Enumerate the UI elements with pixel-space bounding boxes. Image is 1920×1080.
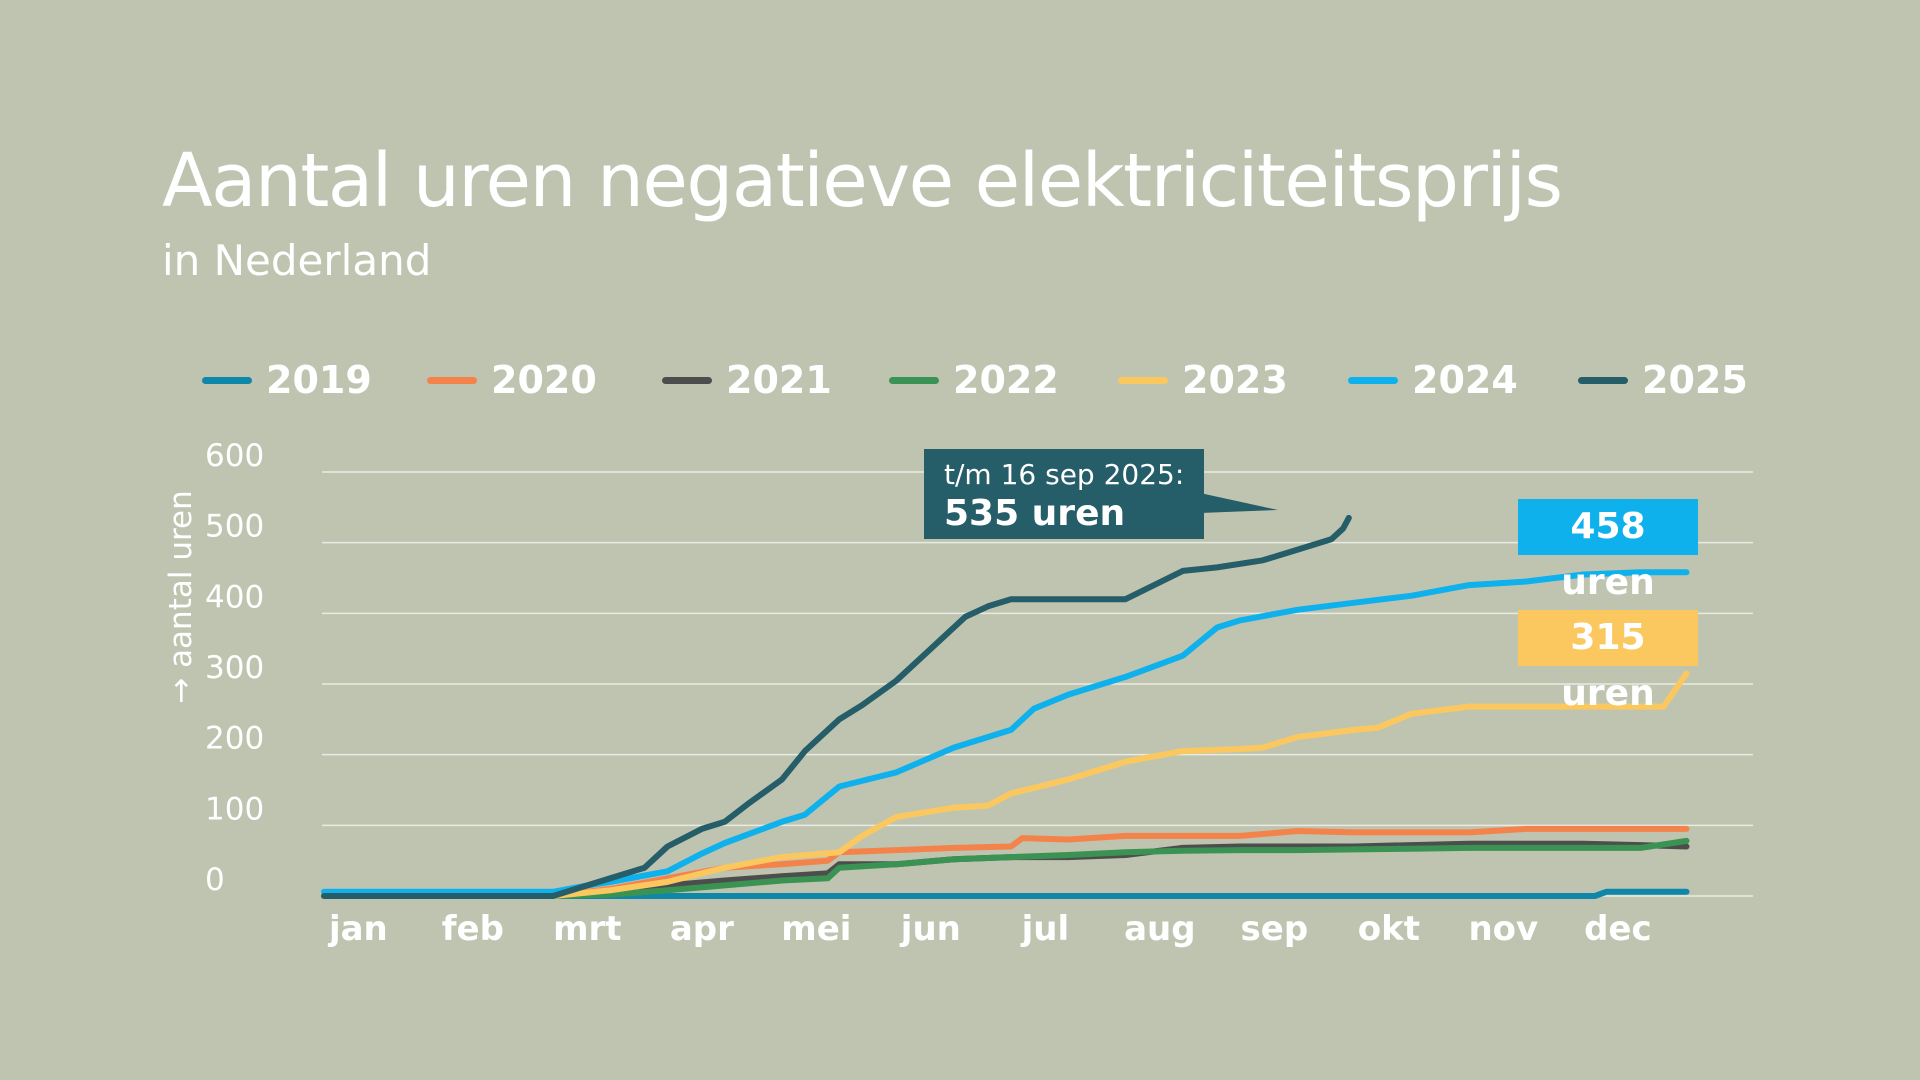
series-line-2025 [321,514,1352,899]
callout-2025-date: t/m 16 sep 2025: [944,458,1185,491]
series-line-2020 [321,825,1690,899]
legend-label-2020: 2020 [491,358,597,402]
legend-item-2025: 2025 [1578,352,1748,408]
legend-swatch-2023 [1118,376,1168,384]
callout-pointer [1200,493,1278,513]
y-tick-label: 300 [205,650,264,686]
x-tick-label-okt: okt [1358,909,1420,949]
legend-swatch-2021 [662,376,712,384]
chart-title: Aantal uren negatieve elektriciteitsprij… [162,138,1563,224]
legend-item-2024: 2024 [1348,352,1518,408]
x-tick-label-dec: dec [1584,909,1652,949]
y-axis-label: → aantal uren [163,490,199,704]
legend-swatch-2022 [889,376,939,384]
x-tick-label-feb: feb [442,909,504,949]
legend-swatch-2024 [1348,376,1398,384]
y-tick-label: 0 [205,862,225,898]
x-tick-label-jul: jul [1020,909,1070,949]
x-tick-label-jan: jan [327,909,388,949]
series-line-2024 [321,569,1690,895]
series-line-2021 [321,840,1690,899]
x-tick-label-jun: jun [899,909,961,949]
x-tick-label-mei: mei [781,909,851,949]
legend-swatch-2020 [427,376,477,384]
badge-2023-total: 315 uren [1518,610,1698,714]
y-tick-label: 100 [205,791,264,827]
y-tick-label: 500 [205,509,264,545]
series-lines [321,514,1690,899]
chart-subtitle: in Nederland [162,236,432,285]
legend-label-2025: 2025 [1642,358,1748,402]
legend-item-2022: 2022 [889,352,1059,408]
series-line-2019 [321,888,1690,899]
x-tick-label-sep: sep [1241,909,1309,949]
legend-label-2019: 2019 [266,358,372,402]
legend-item-2019: 2019 [202,352,372,408]
y-tick-label: 400 [205,579,264,615]
badge-2024-total: 458 uren [1518,499,1698,603]
y-tick-label: 200 [205,721,264,757]
legend-label-2021: 2021 [726,358,832,402]
callout-2025: t/m 16 sep 2025: 535 uren [924,449,1204,539]
series-line-2023 [321,670,1690,899]
y-tick-labels: 0 100 200 300 400 500 600 [205,438,264,898]
legend-swatch-2019 [202,376,252,384]
y-tick-label: 600 [205,438,264,474]
legend-swatch-2025 [1578,376,1628,384]
legend-item-2020: 2020 [427,352,597,408]
legend-label-2023: 2023 [1182,358,1288,402]
legend-label-2022: 2022 [953,358,1059,402]
legend-label-2024: 2024 [1412,358,1518,402]
legend-item-2023: 2023 [1118,352,1288,408]
callout-2025-value: 535 uren [944,493,1126,534]
x-tick-label-mrt: mrt [553,909,621,949]
series-line-2022 [321,837,1690,899]
legend-item-2021: 2021 [662,352,832,408]
x-tick-label-aug: aug [1124,909,1196,949]
x-tick-labels: jan feb mrt apr mei jun jul aug sep okt nov dec [327,909,1652,949]
legend: 2019 2020 2021 2022 2023 2024 2025 [202,352,1748,408]
x-tick-label-apr: apr [670,909,734,949]
x-tick-label-nov: nov [1468,909,1538,949]
